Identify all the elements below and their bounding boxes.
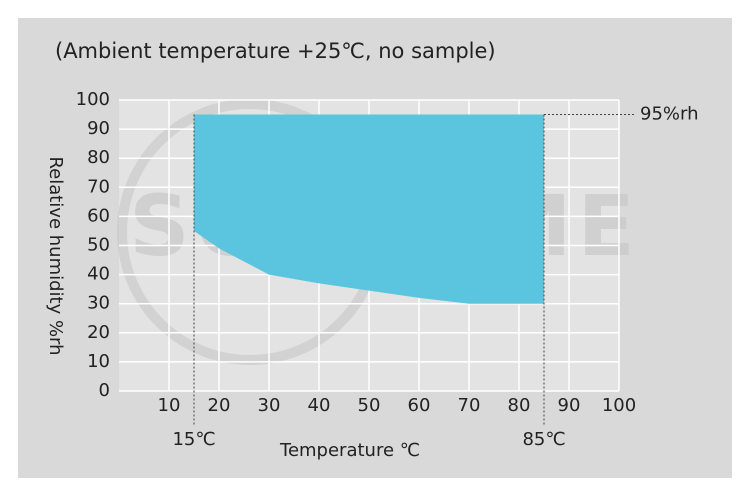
x-tick-label: 60	[408, 395, 431, 416]
chart-title: (Ambient temperature +25℃, no sample)	[55, 39, 496, 63]
area	[194, 114, 544, 304]
y-tick-label: 10	[87, 351, 110, 372]
x-tick-label: 80	[508, 395, 531, 416]
x-tick-label: 40	[308, 395, 331, 416]
y-tick-label: 50	[87, 235, 110, 256]
x-tick-label: 70	[458, 395, 481, 416]
x-tick-label: 100	[602, 395, 636, 416]
annotation: 85℃	[522, 429, 565, 450]
x-tick-label: 30	[258, 395, 281, 416]
y-tick-label: 90	[87, 118, 110, 139]
x-tick-label: 50	[358, 395, 381, 416]
y-tick-label: 100	[76, 89, 110, 110]
y-tick-label: 60	[87, 205, 110, 226]
y-tick-label: 70	[87, 176, 110, 197]
y-tick-label: 0	[99, 380, 110, 401]
x-tick-label: 20	[208, 395, 231, 416]
y-tick-label: 30	[87, 293, 110, 314]
y-tick-label: 40	[87, 264, 110, 285]
annotation: 15℃	[172, 429, 215, 450]
y-tick-label: 80	[87, 147, 110, 168]
x-tick-label: 10	[158, 395, 181, 416]
x-tick-label: 90	[558, 395, 581, 416]
annotation: 95%rh	[640, 104, 699, 125]
y-tick-label: 20	[87, 322, 110, 343]
x-axis-label: Temperature ℃	[279, 440, 420, 461]
y-axis-label: Relative humidity %rh	[45, 156, 66, 355]
